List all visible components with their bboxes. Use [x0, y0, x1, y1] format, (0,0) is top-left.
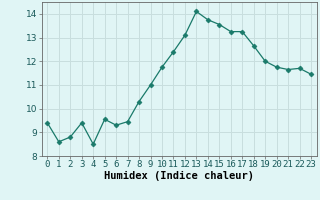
X-axis label: Humidex (Indice chaleur): Humidex (Indice chaleur): [104, 171, 254, 181]
